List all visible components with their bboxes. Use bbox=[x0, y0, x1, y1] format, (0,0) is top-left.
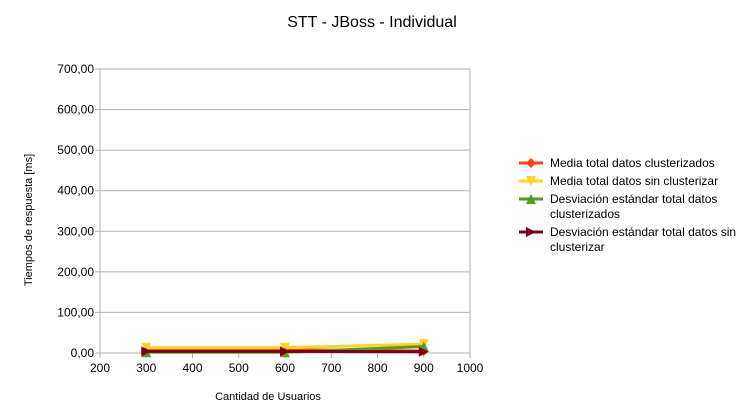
grid bbox=[100, 68, 470, 354]
legend-item: Media total datos sin clusterizar bbox=[518, 174, 753, 189]
legend-marker bbox=[526, 158, 536, 168]
legend-swatch bbox=[519, 194, 543, 204]
legend-swatch bbox=[519, 158, 543, 168]
x-tick-label: 700 bbox=[321, 361, 341, 375]
plot-area-frame bbox=[99, 68, 471, 354]
data-point bbox=[280, 346, 290, 357]
legend-marker bbox=[526, 227, 536, 237]
y-axis-ticks: 0,00 100,00 200,00 300,00 400,00 500,00 600,00… bbox=[57, 62, 100, 360]
series bbox=[141, 339, 429, 358]
legend-swatch bbox=[519, 176, 543, 186]
legend-label: Desviación estándar total datos sin clus… bbox=[550, 225, 737, 254]
legend-marker bbox=[526, 194, 536, 204]
x-tick-label: 500 bbox=[229, 361, 249, 375]
legend-item: Desviación estándar total datos sin clus… bbox=[518, 225, 753, 255]
y-tick-label: 100,00 bbox=[57, 305, 94, 319]
x-tick-label: 600 bbox=[275, 361, 295, 375]
series-4 bbox=[141, 346, 429, 357]
data-point bbox=[418, 346, 429, 357]
legend-label: Media total datos clusterizados bbox=[550, 156, 715, 170]
legend-label: Media total datos sin clusterizar bbox=[550, 174, 719, 188]
legend-label: Desviación estándar total datos clusteri… bbox=[550, 192, 718, 221]
legend-marker bbox=[526, 176, 536, 186]
y-tick-label: 300,00 bbox=[57, 224, 94, 238]
x-axis-label: Cantidad de Usuarios bbox=[215, 391, 321, 403]
legend-swatch bbox=[519, 227, 543, 237]
chart-title: STT - JBoss - Individual bbox=[287, 14, 457, 31]
y-tick-label: 400,00 bbox=[57, 184, 94, 198]
y-tick-label: 200,00 bbox=[57, 265, 94, 279]
x-tick-label: 400 bbox=[182, 361, 202, 375]
data-point bbox=[141, 346, 152, 357]
x-tick-label: 300 bbox=[136, 361, 156, 375]
legend: Media total datos clusterizados Media tot… bbox=[518, 156, 753, 258]
x-tick-label: 1000 bbox=[457, 361, 484, 375]
x-tick-label: 800 bbox=[367, 361, 387, 375]
legend-item: Media total datos clusterizados bbox=[518, 156, 753, 171]
y-axis-label: Tiempos de respuesta [ms] bbox=[23, 154, 35, 286]
x-tick-label: 900 bbox=[414, 361, 434, 375]
x-tick-label: 200 bbox=[90, 361, 110, 375]
x-axis-ticks: 200 300 400 500 600 700 800 900 1000 bbox=[90, 353, 484, 375]
y-tick-label: 700,00 bbox=[57, 62, 94, 76]
y-tick-label: 500,00 bbox=[57, 143, 94, 157]
y-tick-label: 0,00 bbox=[71, 346, 95, 360]
y-tick-label: 600,00 bbox=[57, 103, 94, 117]
legend-item: Desviación estándar total datos clusteri… bbox=[518, 192, 753, 222]
